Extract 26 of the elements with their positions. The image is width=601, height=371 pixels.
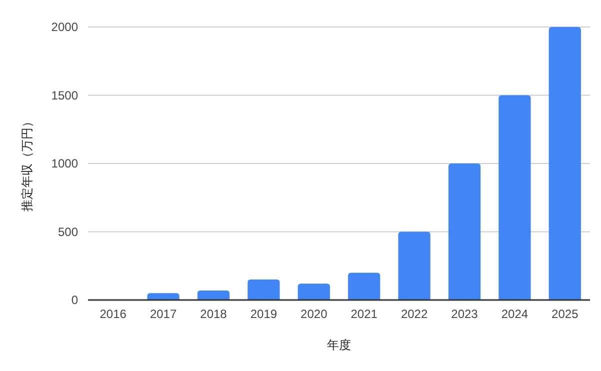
x-tick-label: 2019 (250, 307, 278, 321)
x-tick-label: 2023 (451, 307, 478, 321)
y-tick-label: 500 (58, 224, 78, 239)
bar (197, 290, 230, 300)
x-tick-label: 2021 (350, 307, 378, 321)
x-tick-label: 2017 (150, 307, 177, 321)
y-tick-label: 1500 (51, 88, 78, 102)
y-tick-label: 1000 (51, 156, 78, 170)
x-tick-label: 2022 (400, 307, 428, 321)
bar (248, 280, 280, 300)
x-axis-title: 年度 (327, 338, 351, 352)
y-tick-label: 0 (71, 293, 78, 307)
x-tick-label: 2016 (100, 307, 127, 321)
bar (298, 284, 330, 300)
bar (348, 272, 380, 300)
x-tick-label: 2024 (501, 307, 528, 321)
bar (498, 95, 531, 300)
y-axis-title: 推定年収（万円） (20, 116, 34, 212)
x-tick-label: 2020 (300, 307, 328, 321)
x-tick-label: 2025 (552, 307, 579, 321)
bar (398, 232, 430, 300)
bar (548, 27, 581, 300)
y-tick-label: 2000 (51, 20, 78, 34)
bar (448, 164, 481, 300)
bar (147, 293, 180, 300)
x-tick-label: 2018 (200, 307, 228, 321)
